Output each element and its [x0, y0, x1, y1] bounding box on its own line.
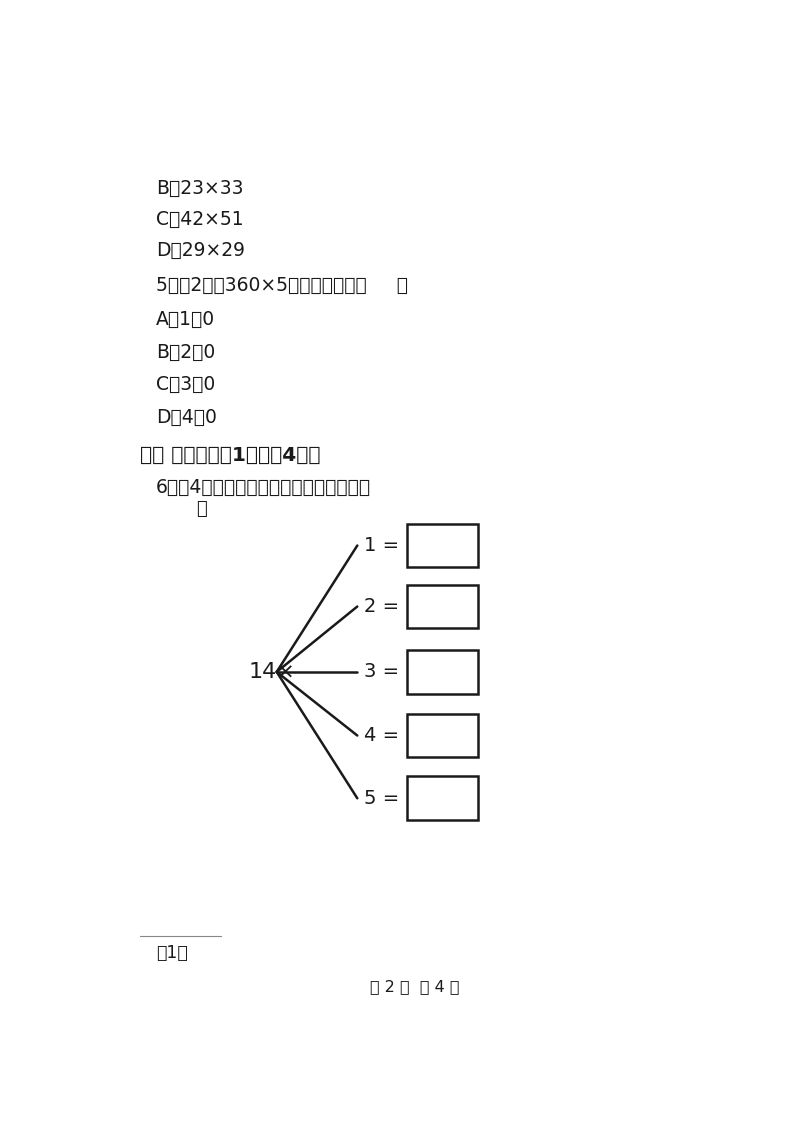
- Text: D．29×29: D．29×29: [156, 241, 245, 260]
- Text: D．4个0: D．4个0: [156, 408, 217, 427]
- Text: C．3个0: C．3个0: [156, 375, 215, 394]
- Text: 14×: 14×: [249, 662, 296, 681]
- Text: B．2个0: B．2个0: [156, 343, 215, 361]
- Text: B．23×33: B．23×33: [156, 179, 243, 198]
- Text: （1）: （1）: [156, 944, 187, 962]
- Text: 第 2 页  共 4 页: 第 2 页 共 4 页: [370, 979, 459, 994]
- Bar: [407, 524, 478, 567]
- Text: 5．（2分）360×5的积的末尾有（     ）: 5．（2分）360×5的积的末尾有（ ）: [156, 276, 408, 295]
- Text: 二、 填空题（共1题；共4分）: 二、 填空题（共1题；共4分）: [140, 446, 321, 465]
- Text: 6．（4分）先计算，再写出你发现的规律: 6．（4分）先计算，再写出你发现的规律: [156, 478, 371, 497]
- Text: C．42×51: C．42×51: [156, 211, 243, 229]
- Bar: [407, 714, 478, 757]
- Text: 2 =: 2 =: [363, 597, 398, 616]
- Bar: [407, 777, 478, 820]
- Bar: [407, 650, 478, 694]
- Text: A．1个0: A．1个0: [156, 310, 215, 329]
- Text: 1 =: 1 =: [363, 537, 398, 555]
- Text: 3 =: 3 =: [363, 662, 398, 681]
- Bar: [407, 585, 478, 628]
- Text: 5 =: 5 =: [363, 789, 398, 808]
- Text: 4 =: 4 =: [363, 726, 398, 745]
- Text: －: －: [196, 500, 207, 518]
